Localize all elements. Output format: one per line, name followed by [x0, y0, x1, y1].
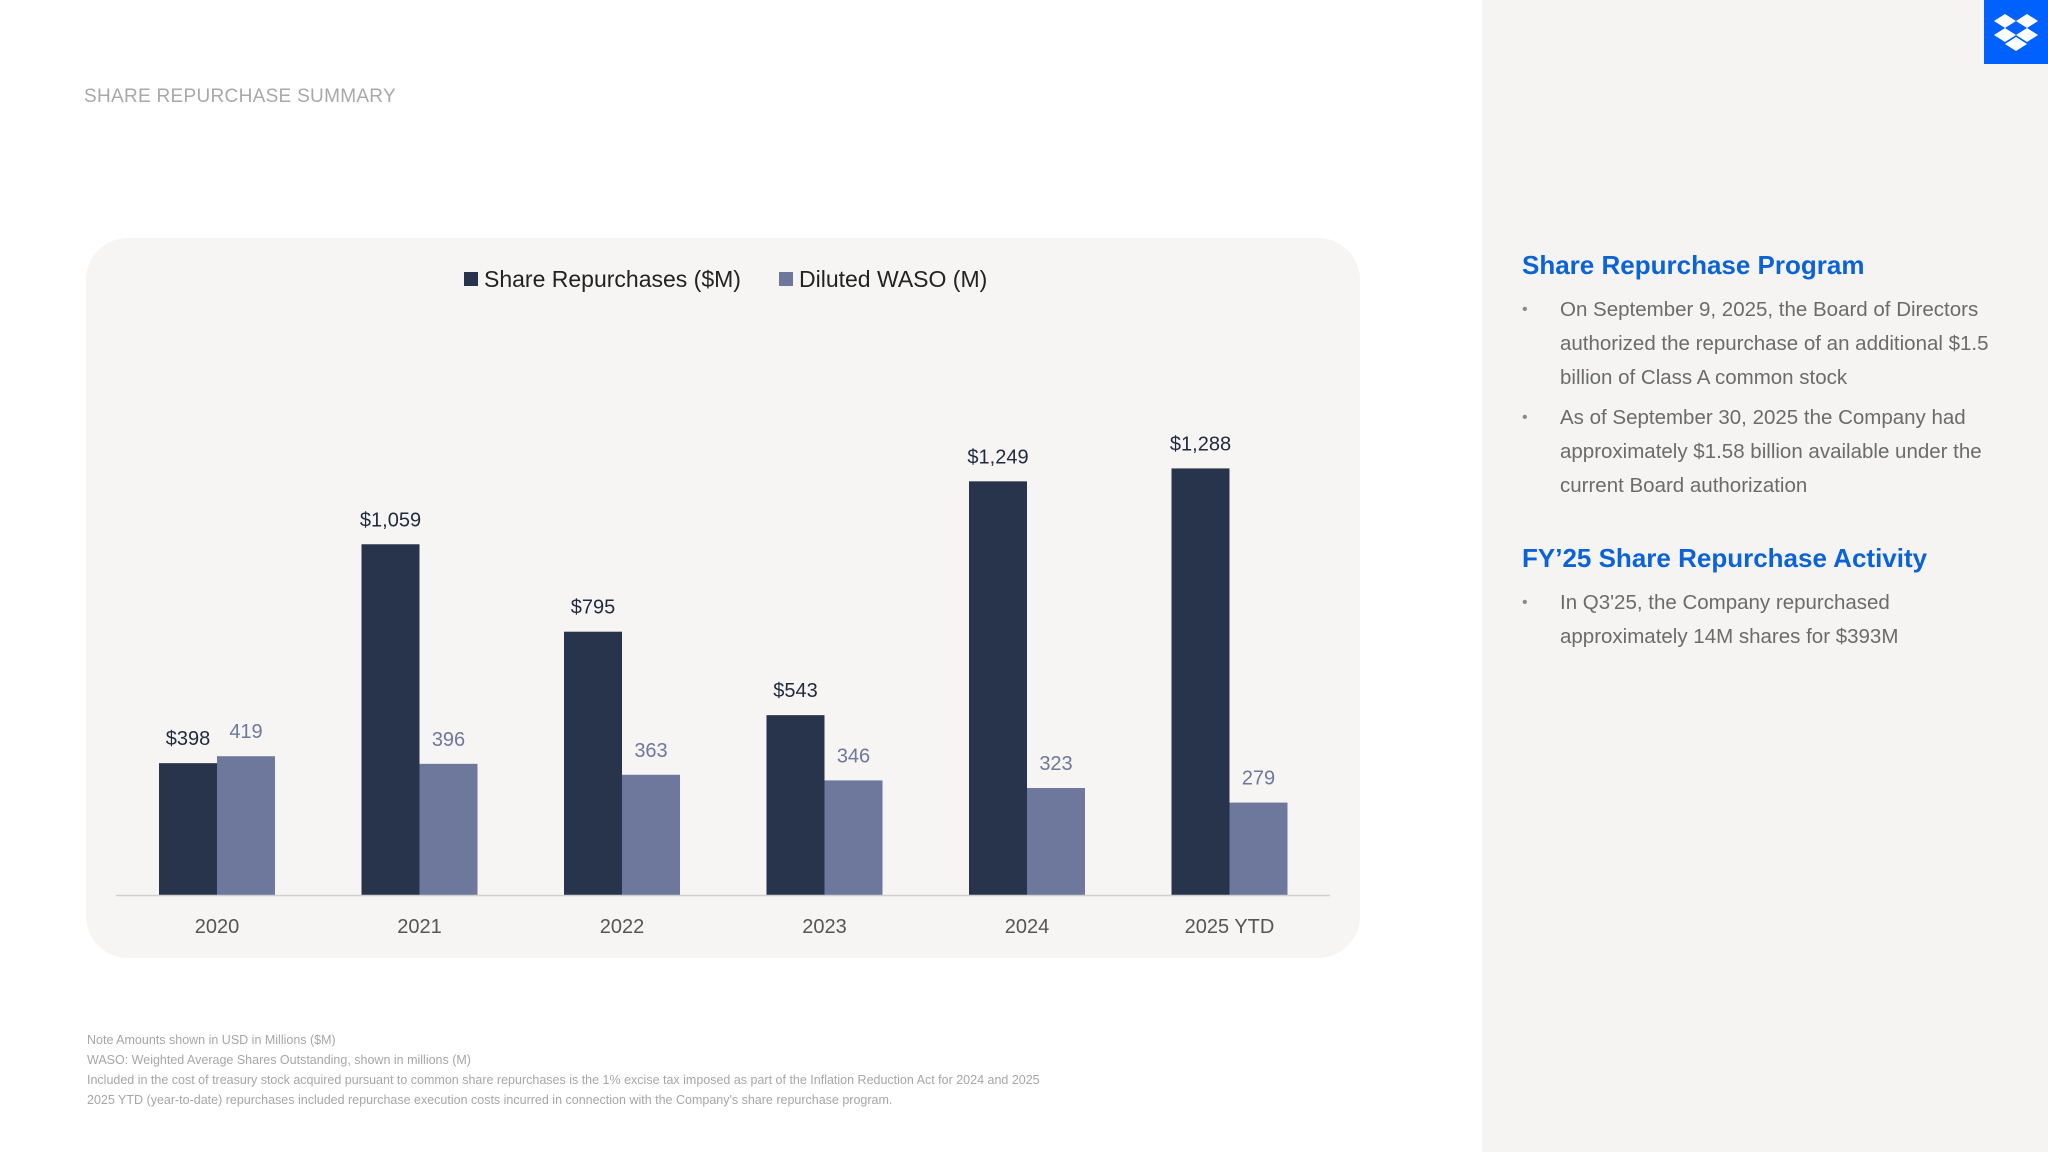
- bar: [159, 763, 217, 895]
- x-tick-label: 2023: [802, 916, 847, 938]
- bar: [1229, 802, 1288, 895]
- data-label: 323: [1039, 753, 1072, 775]
- bullet-icon: •: [1522, 409, 1528, 426]
- data-label: 279: [1242, 768, 1275, 790]
- program-bullet-text: On September 9, 2025, the Board of Direc…: [1560, 298, 1989, 389]
- bar: [1027, 788, 1085, 895]
- activity-heading: FY’25 Share Repurchase Activity: [1522, 543, 1928, 573]
- activity-bullet-text: In Q3'25, the Company repurchased approx…: [1560, 591, 1899, 648]
- bar: [622, 774, 680, 895]
- activity-bullet-item: • In Q3'25, the Company repurchased appr…: [1522, 586, 1992, 654]
- dropbox-logo-icon: [1994, 14, 2038, 51]
- data-label: $1,288: [1170, 433, 1231, 455]
- x-tick-label: 2022: [600, 916, 645, 938]
- footnote-line: 2025 YTD (year-to-date) repurchases incl…: [87, 1093, 893, 1107]
- footnote-line: WASO: Weighted Average Shares Outstandin…: [87, 1053, 471, 1067]
- bar: [419, 763, 478, 895]
- page-title: SHARE REPURCHASE SUMMARY: [84, 86, 396, 107]
- x-tick-label: 2021: [397, 916, 442, 938]
- bar: [824, 780, 883, 895]
- footnote-line: Note Amounts shown in USD in Millions ($…: [87, 1033, 336, 1047]
- x-tick-label: 2025 YTD: [1185, 916, 1275, 938]
- share-repurchase-program-section: Share Repurchase Program • On September …: [1522, 250, 1992, 509]
- data-label: 363: [634, 740, 667, 762]
- bar-chart: Share Repurchases ($M) Diluted WASO (M) $3…: [116, 266, 1330, 938]
- program-heading: Share Repurchase Program: [1522, 250, 1865, 280]
- data-label: 396: [432, 729, 465, 751]
- x-tick-label: 2020: [195, 916, 240, 938]
- bar: [969, 481, 1027, 895]
- bullet-icon: •: [1522, 594, 1528, 611]
- legend-swatch: [464, 272, 478, 286]
- legend-swatch: [779, 272, 793, 286]
- chart-card: Share Repurchases ($M) Diluted WASO (M) $3…: [86, 238, 1360, 958]
- data-label: 419: [229, 721, 262, 743]
- data-label: $795: [571, 597, 616, 619]
- program-bullet-text: As of September 30, 2025 the Company had…: [1560, 406, 1982, 497]
- data-label: $543: [773, 680, 818, 702]
- program-bullet-list: • On September 9, 2025, the Board of Dir…: [1522, 293, 1992, 503]
- data-label: 346: [837, 745, 870, 767]
- dropbox-logo: [1984, 0, 2048, 64]
- legend-label: Share Repurchases ($M): [484, 266, 741, 292]
- bullet-icon: •: [1522, 301, 1528, 318]
- data-label: $398: [166, 728, 211, 750]
- bar: [1171, 468, 1230, 895]
- fy25-activity-section: FY’25 Share Repurchase Activity • In Q3'…: [1522, 543, 1992, 660]
- data-label: $1,249: [967, 446, 1028, 468]
- activity-bullet-list: • In Q3'25, the Company repurchased appr…: [1522, 586, 1992, 654]
- program-bullet-item: • On September 9, 2025, the Board of Dir…: [1522, 293, 1992, 395]
- footnote-line: Included in the cost of treasury stock a…: [87, 1073, 1040, 1087]
- program-bullet-item: • As of September 30, 2025 the Company h…: [1522, 401, 1992, 503]
- bar: [564, 631, 622, 895]
- bar: [766, 715, 825, 895]
- bar: [361, 544, 420, 895]
- bar: [217, 756, 275, 895]
- x-tick-label: 2024: [1005, 916, 1050, 938]
- footnotes: Note Amounts shown in USD in Millions ($…: [87, 1030, 1287, 1110]
- data-label: $1,059: [360, 509, 421, 531]
- right-panel: [1482, 0, 2048, 1152]
- legend-label: Diluted WASO (M): [799, 266, 987, 292]
